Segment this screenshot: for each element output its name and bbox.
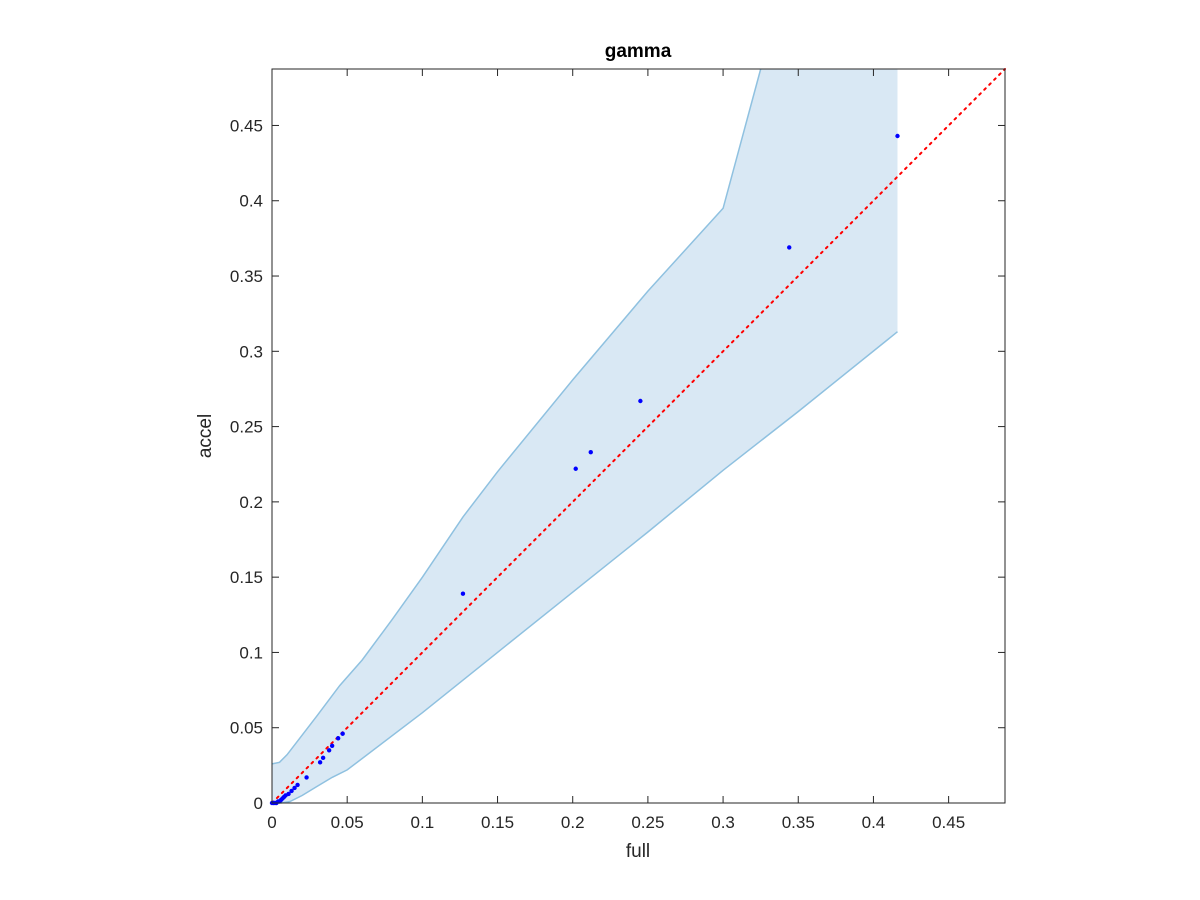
x-axis-ticks: 0 0.05 0.1 0.15 0.2 0.25 0.3 0.35 0.4 0.45 — [267, 69, 965, 832]
y-axis-ticks: 0 0.05 0.1 0.15 0.2 0.25 0.3 0.35 0.4 0.45 — [230, 116, 1005, 813]
x-tick-label: 0.25 — [631, 813, 664, 832]
data-point — [320, 755, 326, 761]
data-point — [787, 245, 792, 250]
data-point — [895, 133, 900, 139]
y-tick-label: 0.25 — [230, 418, 263, 437]
data-point — [588, 449, 593, 455]
y-tick-label: 0.15 — [230, 568, 263, 587]
data-point — [326, 748, 332, 753]
x-tick-label: 0.15 — [481, 813, 514, 832]
band-lower-edge — [272, 331, 898, 804]
y-tick-label: 0 — [254, 794, 263, 813]
y-tick-label: 0.2 — [239, 493, 263, 512]
data-point — [638, 398, 643, 404]
data-point — [340, 731, 345, 736]
data-point — [292, 785, 297, 791]
y-axis-title: accel — [195, 414, 216, 458]
chart-title: gamma — [605, 41, 672, 62]
y-tick-label: 0.05 — [230, 719, 263, 738]
y-tick-label: 0.35 — [230, 267, 263, 286]
x-tick-label: 0.35 — [782, 813, 815, 832]
reference-line — [271, 68, 1006, 804]
data-point — [289, 788, 294, 794]
y-tick-label: 0.1 — [239, 643, 263, 662]
x-tick-label: 0.1 — [411, 813, 435, 832]
data-point — [460, 591, 466, 596]
x-axis-title: full — [626, 841, 650, 862]
data-point — [286, 791, 291, 797]
band-fill — [272, 69, 898, 803]
x-tick-label: 0.3 — [711, 813, 735, 832]
y-tick-label: 0.45 — [230, 116, 263, 135]
data-point — [317, 760, 323, 765]
x-tick-label: 0.4 — [862, 813, 886, 832]
x-tick-label: 0.2 — [561, 813, 585, 832]
x-tick-label: 0.05 — [331, 813, 364, 832]
data-point — [335, 736, 341, 741]
y-tick-label: 0.3 — [239, 342, 263, 361]
identity-line — [271, 68, 1006, 804]
data-point — [295, 782, 300, 788]
data-point — [329, 743, 335, 748]
data-point — [573, 466, 578, 471]
band-upper-edge — [271, 68, 762, 765]
y-tick-label: 0.4 — [239, 192, 263, 211]
axes-box — [271, 68, 1006, 804]
x-tick-label: 0 — [267, 813, 276, 832]
x-tick-label: 0.45 — [932, 813, 965, 832]
data-point — [304, 775, 309, 780]
confidence-band — [271, 68, 898, 804]
